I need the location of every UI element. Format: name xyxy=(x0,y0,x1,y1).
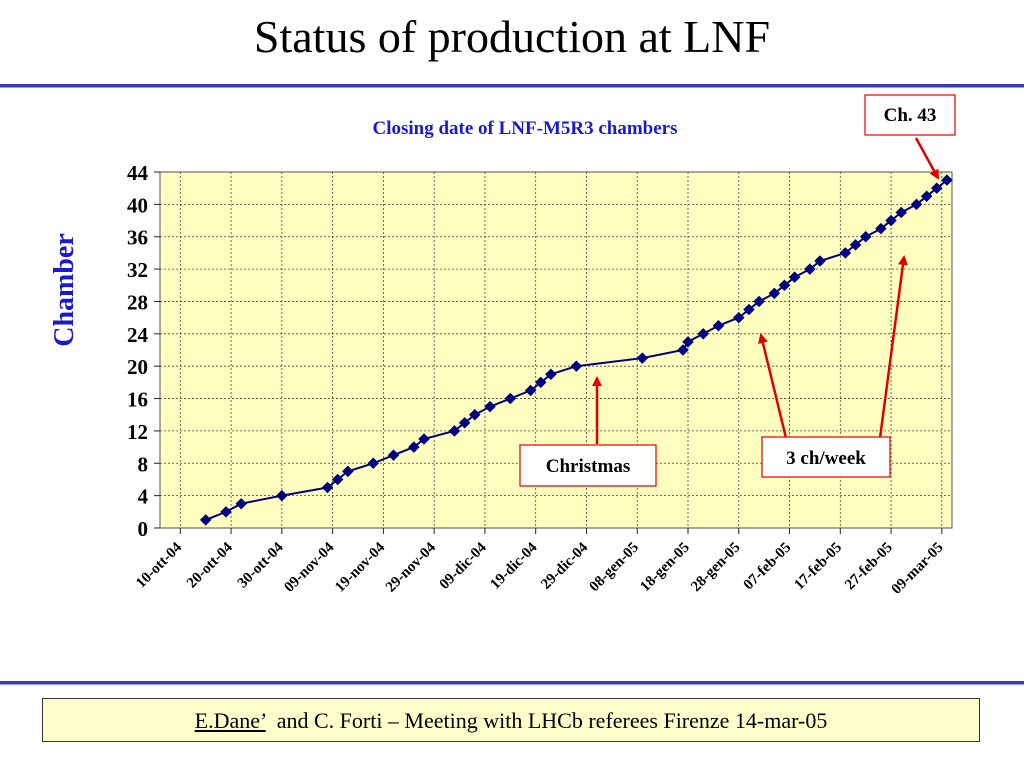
rate-arrow-right xyxy=(878,255,908,439)
data-point xyxy=(275,489,288,502)
data-point xyxy=(895,206,908,219)
x-tick-label: 27-feb-05 xyxy=(842,540,896,594)
y-axis-label: Chamber xyxy=(49,233,80,347)
y-tick-label: 24 xyxy=(127,323,149,347)
data-point xyxy=(570,360,583,373)
data-point xyxy=(418,433,430,445)
data-point xyxy=(712,319,725,332)
chamber-series xyxy=(199,174,953,526)
grid-lines xyxy=(160,171,952,529)
data-point xyxy=(468,408,481,421)
data-point xyxy=(677,344,689,356)
data-point xyxy=(743,303,755,316)
data-point xyxy=(910,198,923,211)
data-point xyxy=(849,238,862,251)
data-point xyxy=(885,214,897,227)
x-tick-label: 19-nov-04 xyxy=(332,539,388,595)
production-chart: Closing date of LNF-M5R3 chambers Chambe… xyxy=(49,94,956,598)
x-tick-label: 09-dic-04 xyxy=(437,539,490,592)
y-tick-label: 32 xyxy=(127,258,148,282)
ch43-label: Ch. 43 xyxy=(884,105,937,126)
rate-label: 3 ch/week xyxy=(786,448,866,469)
data-point xyxy=(788,271,801,284)
y-tick-label: 36 xyxy=(127,226,148,250)
x-tick-label: 29-nov-04 xyxy=(383,539,439,595)
christmas-label: Christmas xyxy=(546,456,630,477)
data-point xyxy=(235,497,248,510)
y-tick-label: 16 xyxy=(127,388,148,412)
data-point xyxy=(814,255,826,267)
annotations: Ch. 43 Christmas 3 ch/week xyxy=(519,94,956,487)
x-tick-label: 29-dic-04 xyxy=(538,539,591,592)
x-axis-ticks: 10-ott-0420-ott-0430-ott-0409-nov-0419-n… xyxy=(133,528,947,598)
y-tick-label: 4 xyxy=(138,485,149,509)
chart-title: Closing date of LNF-M5R3 chambers xyxy=(372,118,677,139)
slide-title: Status of production at LNF xyxy=(253,11,771,62)
data-point xyxy=(803,263,816,275)
data-point xyxy=(341,465,354,478)
y-tick-label: 28 xyxy=(127,290,148,314)
bottom-divider xyxy=(0,681,1024,685)
y-tick-label: 0 xyxy=(138,517,149,541)
x-tick-label: 18-gen-05 xyxy=(637,540,693,596)
data-point xyxy=(920,190,933,203)
data-point xyxy=(504,392,517,405)
ch43-arrow xyxy=(914,137,940,180)
data-point xyxy=(367,457,380,470)
ch43-label-box xyxy=(864,94,956,136)
data-point xyxy=(545,368,557,381)
x-tick-label: 28-gen-05 xyxy=(688,540,744,596)
top-divider xyxy=(0,84,1024,88)
x-tick-label: 08-gen-05 xyxy=(587,540,643,596)
data-point xyxy=(753,295,765,308)
data-point xyxy=(387,449,400,462)
y-tick-label: 20 xyxy=(127,355,148,379)
x-tick-label: 19-dic-04 xyxy=(487,539,540,592)
data-point xyxy=(199,514,212,526)
data-point xyxy=(407,441,420,453)
data-point xyxy=(697,327,710,340)
y-axis-ticks: 0 4 8 12 16 20 24 28 32 36 40 44 xyxy=(127,161,160,541)
x-tick-label: 09-mar-05 xyxy=(889,540,947,598)
y-tick-label: 40 xyxy=(127,193,148,217)
data-point xyxy=(534,376,547,389)
data-point xyxy=(458,416,471,429)
data-point xyxy=(448,425,461,437)
data-point xyxy=(484,400,496,413)
data-point xyxy=(732,311,745,324)
data-point xyxy=(636,352,649,364)
data-point xyxy=(524,384,537,397)
rate-label-box xyxy=(761,436,891,478)
data-point xyxy=(768,287,781,300)
y-tick-label: 44 xyxy=(127,161,149,185)
data-point xyxy=(220,505,232,518)
data-point xyxy=(875,222,887,235)
data-point xyxy=(859,230,872,243)
data-point xyxy=(321,481,334,494)
data-point xyxy=(331,473,344,486)
rate-arrow-left xyxy=(758,333,788,439)
data-point xyxy=(941,174,953,186)
x-tick-label: 30-ott-04 xyxy=(235,539,287,591)
x-tick-label: 09-nov-04 xyxy=(281,539,337,595)
y-tick-label: 8 xyxy=(138,452,149,476)
x-tick-label: 17-feb-05 xyxy=(791,540,845,594)
footer-box: E.Dane’ and C. Forti – Meeting with LHCb… xyxy=(42,698,980,742)
data-point xyxy=(839,247,852,259)
x-tick-label: 10-ott-04 xyxy=(133,539,185,591)
x-tick-label: 20-ott-04 xyxy=(184,539,236,591)
y-tick-label: 12 xyxy=(127,420,148,444)
data-point xyxy=(682,336,694,348)
data-point xyxy=(778,279,791,292)
christmas-label-box xyxy=(519,444,657,487)
footer-author[interactable]: E.Dane’ xyxy=(194,708,266,733)
footer-text: and C. Forti – Meeting with LHCb referee… xyxy=(265,708,828,733)
data-point xyxy=(930,182,943,195)
x-tick-label: 07-feb-05 xyxy=(741,540,795,594)
